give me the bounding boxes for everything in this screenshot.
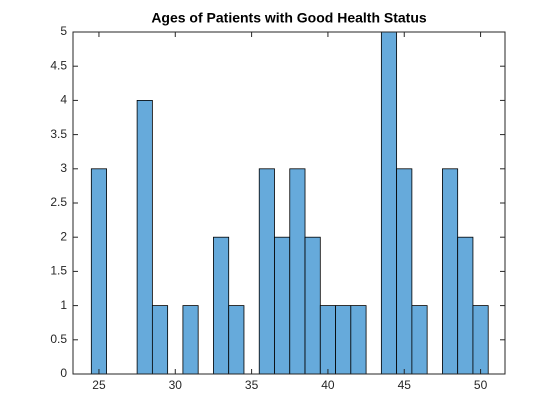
bar xyxy=(136,100,153,375)
bar xyxy=(274,236,291,375)
y-tick-label: 0 xyxy=(60,366,67,380)
y-tick-label: 0.5 xyxy=(50,332,67,346)
bar xyxy=(213,236,230,375)
bar xyxy=(182,305,199,375)
x-tick-label: 50 xyxy=(474,378,488,392)
y-tick-label: 3.5 xyxy=(50,127,67,141)
y-tick-label: 2 xyxy=(60,229,67,243)
bar xyxy=(151,305,169,375)
y-tick-label: 1 xyxy=(60,298,67,312)
y-tick-label: 1.5 xyxy=(50,264,67,278)
chart-title: Ages of Patients with Good Health Status xyxy=(151,10,427,26)
bar xyxy=(380,31,398,375)
bar xyxy=(289,168,306,375)
bar xyxy=(258,168,275,375)
bar xyxy=(335,305,352,375)
bar xyxy=(304,236,321,375)
x-tick-label: 35 xyxy=(245,378,259,392)
bar xyxy=(457,236,474,375)
y-tick-label: 4 xyxy=(60,93,67,107)
x-tick-label: 40 xyxy=(321,378,335,392)
x-tick-label: 25 xyxy=(92,378,106,392)
bar xyxy=(350,305,367,375)
bar xyxy=(228,305,245,375)
bar xyxy=(411,305,428,375)
x-tick-label: 30 xyxy=(169,378,183,392)
bar xyxy=(472,305,489,375)
y-tick-label: 4.5 xyxy=(50,58,67,72)
bar xyxy=(442,168,459,375)
y-tick-label: 5 xyxy=(60,24,67,38)
x-tick-label: 45 xyxy=(398,378,412,392)
y-tick-label: 3 xyxy=(60,161,67,175)
bar xyxy=(90,168,107,375)
bar xyxy=(319,305,336,375)
bar xyxy=(396,168,413,375)
y-tick-label: 2.5 xyxy=(50,195,67,209)
